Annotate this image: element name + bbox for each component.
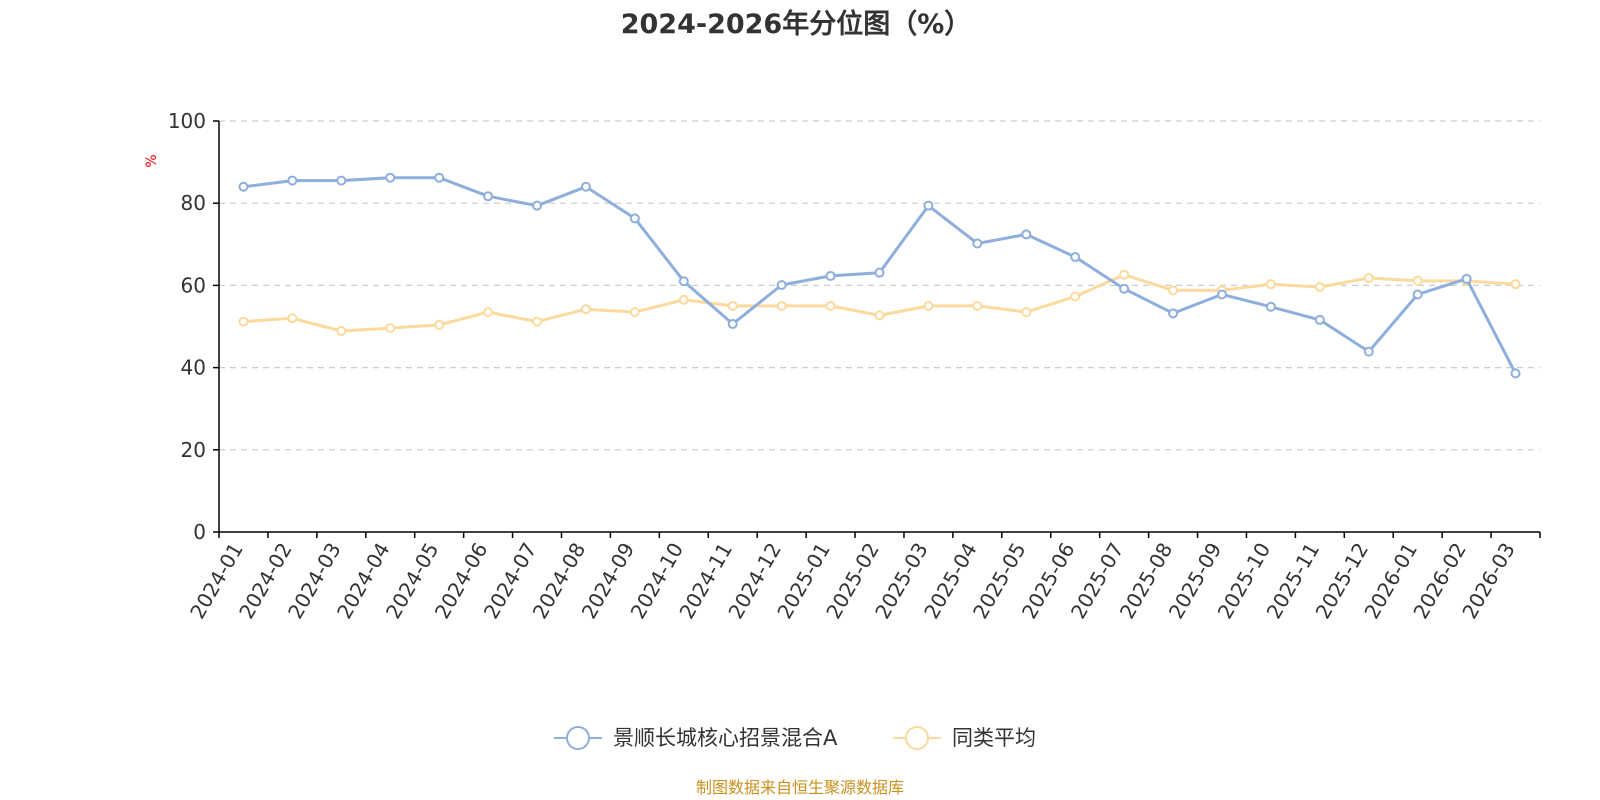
data-point-peer-average-2024-10[interactable]	[678, 294, 689, 305]
data-point-fund-2024-05[interactable]	[434, 172, 445, 183]
legend-label-peer-average: 同类平均	[952, 726, 1036, 750]
data-point-peer-average-2025-11[interactable]	[1314, 282, 1325, 293]
data-point-peer-average-2025-12[interactable]	[1363, 273, 1374, 284]
grid-lines	[219, 120, 1540, 451]
data-point-fund-2025-07[interactable]	[1119, 283, 1130, 294]
data-point-peer-average-2025-03[interactable]	[923, 300, 934, 311]
y-tick-label-40: 40	[181, 356, 206, 380]
x-axis-ticks: 2024-012024-022024-032024-042024-052024-…	[185, 532, 1541, 623]
data-point-fund-2024-01[interactable]	[238, 181, 249, 192]
data-point-peer-average-2024-12[interactable]	[776, 300, 787, 311]
data-point-fund-2024-12[interactable]	[776, 279, 787, 290]
data-point-peer-average-2025-06[interactable]	[1070, 291, 1081, 302]
y-tick-label-20: 20	[181, 438, 206, 462]
data-point-peer-average-2024-03[interactable]	[336, 326, 347, 337]
data-point-peer-average-2024-01[interactable]	[238, 316, 249, 327]
y-axis-ticks: 0 20 40 60 80 100	[168, 109, 219, 544]
data-point-peer-average-2024-07[interactable]	[532, 316, 543, 327]
legend-item-fund[interactable]: 景顺长城核心招景混合A	[554, 726, 838, 750]
data-point-peer-average-2024-08[interactable]	[580, 304, 591, 315]
data-point-peer-average-2024-02[interactable]	[287, 313, 298, 324]
data-point-fund-2025-06[interactable]	[1070, 252, 1081, 263]
data-point-fund-2025-04[interactable]	[972, 238, 983, 249]
y-axis-label: %	[144, 154, 160, 167]
data-point-peer-average-2025-10[interactable]	[1265, 279, 1276, 290]
legend-label-fund: 景顺长城核心招景混合A	[613, 726, 838, 750]
data-point-fund-2024-08[interactable]	[580, 181, 591, 192]
data-point-fund-2025-05[interactable]	[1021, 229, 1032, 240]
series-peer-average	[238, 269, 1521, 337]
chart-title: 2024-2026年分位图（%）	[621, 8, 972, 40]
y-tick-label-100: 100	[168, 109, 206, 133]
series	[238, 172, 1521, 379]
data-point-fund-2024-09[interactable]	[629, 213, 640, 224]
data-point-peer-average-2024-05[interactable]	[434, 319, 445, 330]
data-point-fund-2024-03[interactable]	[336, 175, 347, 186]
data-point-fund-2025-10[interactable]	[1265, 301, 1276, 312]
data-point-fund-2025-02[interactable]	[874, 267, 885, 278]
data-point-fund-2026-02[interactable]	[1461, 273, 1472, 284]
y-tick-label-0: 0	[193, 520, 206, 544]
data-point-fund-2026-01[interactable]	[1412, 289, 1423, 300]
legend-marker-peer-average	[905, 726, 929, 750]
data-point-fund-2025-11[interactable]	[1314, 314, 1325, 325]
data-point-fund-2024-07[interactable]	[532, 200, 543, 211]
data-point-fund-2026-03[interactable]	[1510, 368, 1521, 379]
legend: 景顺长城核心招景混合A 同类平均	[554, 726, 1036, 750]
data-point-fund-2024-06[interactable]	[483, 191, 494, 202]
data-point-peer-average-2025-05[interactable]	[1021, 307, 1032, 318]
data-point-peer-average-2024-11[interactable]	[727, 300, 738, 311]
data-point-fund-2025-01[interactable]	[825, 270, 836, 281]
data-point-peer-average-2025-07[interactable]	[1119, 269, 1130, 280]
data-point-peer-average-2026-01[interactable]	[1412, 275, 1423, 286]
source-note: 制图数据来自恒生聚源数据库	[696, 778, 904, 797]
legend-item-peer-average[interactable]: 同类平均	[893, 726, 1036, 750]
data-point-peer-average-2025-04[interactable]	[972, 300, 983, 311]
data-point-peer-average-2025-08[interactable]	[1168, 285, 1179, 296]
data-point-fund-2025-03[interactable]	[923, 200, 934, 211]
data-point-peer-average-2025-01[interactable]	[825, 300, 836, 311]
series-fund	[238, 172, 1521, 379]
data-point-fund-2024-11[interactable]	[727, 319, 738, 330]
legend-marker-fund	[566, 726, 590, 750]
data-point-fund-2024-10[interactable]	[678, 276, 689, 287]
y-tick-label-80: 80	[181, 191, 206, 215]
data-point-peer-average-2024-09[interactable]	[629, 307, 640, 318]
axes	[218, 121, 1540, 533]
data-point-peer-average-2024-06[interactable]	[483, 307, 494, 318]
data-point-fund-2025-08[interactable]	[1168, 308, 1179, 319]
y-tick-label-60: 60	[181, 273, 206, 297]
data-point-peer-average-2025-02[interactable]	[874, 310, 885, 321]
data-point-fund-2024-02[interactable]	[287, 175, 298, 186]
data-point-fund-2025-12[interactable]	[1363, 346, 1374, 357]
data-point-fund-2024-04[interactable]	[385, 172, 396, 183]
data-point-peer-average-2024-04[interactable]	[385, 323, 396, 334]
data-point-peer-average-2026-03[interactable]	[1510, 279, 1521, 290]
data-point-fund-2025-09[interactable]	[1216, 289, 1227, 300]
